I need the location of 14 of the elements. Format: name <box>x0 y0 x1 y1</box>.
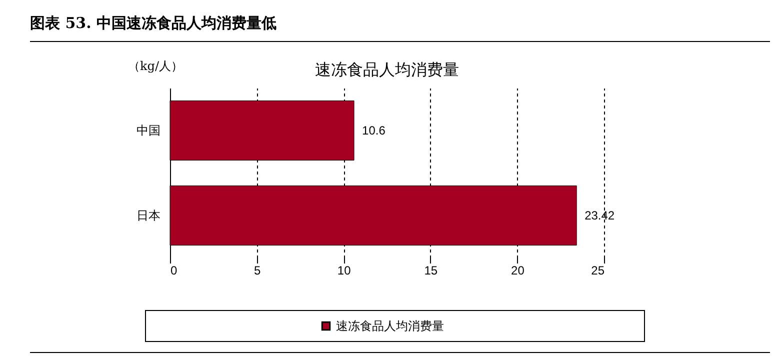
x-tick-label: 0 <box>170 264 178 278</box>
y-tick-label: 中国 <box>136 124 160 138</box>
x-tick-label: 25 <box>591 264 605 278</box>
y-tick-label: 日本 <box>136 208 160 222</box>
legend-label: 速冻食品人均消费量 <box>336 319 444 333</box>
x-tick-label: 5 <box>254 264 261 278</box>
x-tick-label: 15 <box>424 264 438 278</box>
x-tick-label: 20 <box>511 264 525 278</box>
data-label: 10.6 <box>362 124 386 138</box>
chart-title: 图表 53. 中国速冻食品人均消费量低 <box>30 0 770 42</box>
y-axis-title: （kg/人） <box>128 58 183 75</box>
data-label: 23.42 <box>584 208 615 222</box>
x-tick-label: 10 <box>337 264 352 278</box>
chart-subtitle: 速冻食品人均消费量 <box>315 60 459 79</box>
